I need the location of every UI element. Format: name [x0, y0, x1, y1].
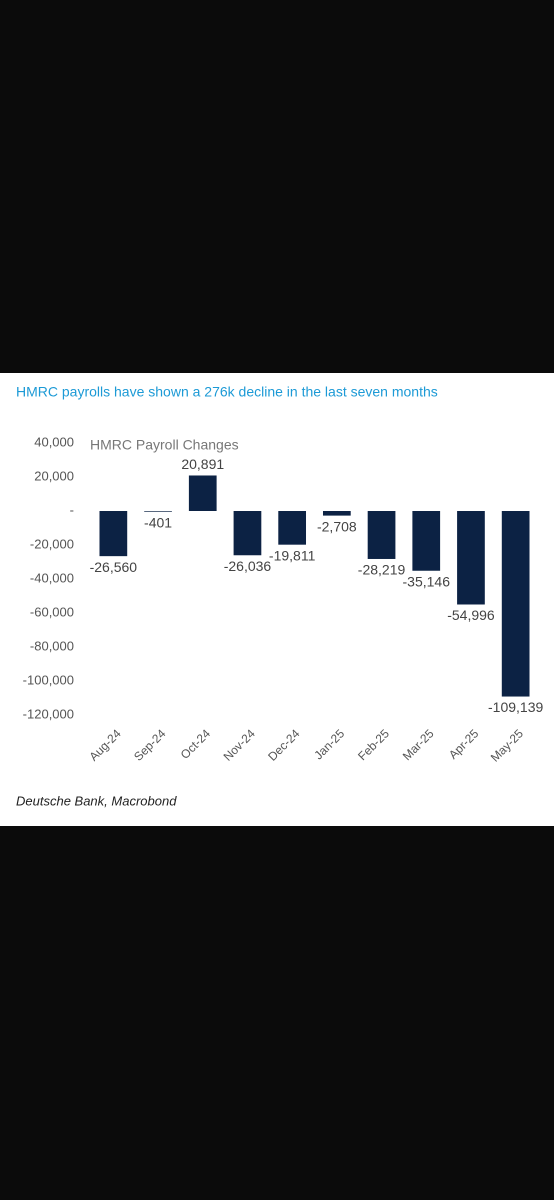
bar: [233, 511, 262, 556]
bar: [188, 475, 217, 511]
data-label: -109,139: [488, 699, 543, 715]
y-tick-label: -100,000: [23, 672, 74, 687]
data-label: -19,811: [269, 547, 316, 563]
bar: [457, 511, 485, 605]
y-tick-label: -40,000: [30, 570, 74, 585]
y-tick-label: -60,000: [30, 604, 74, 619]
y-tick-label: 20,000: [34, 468, 74, 483]
bar: [367, 511, 396, 559]
bar: [99, 511, 128, 557]
data-label: -26,036: [224, 558, 272, 574]
chart-title: HMRC Payroll Changes: [90, 437, 239, 453]
bar: [501, 511, 530, 697]
y-tick-label: -: [70, 502, 74, 517]
data-label: 20,891: [181, 456, 224, 472]
data-label: -28,219: [358, 562, 406, 578]
y-tick-label: -20,000: [30, 536, 74, 551]
data-label: -54,996: [447, 607, 495, 623]
bar: [412, 511, 441, 571]
y-tick-label: 40,000: [34, 434, 74, 449]
data-label: -401: [144, 514, 172, 530]
data-label: -2,708: [317, 518, 357, 534]
y-tick-label: -120,000: [23, 706, 74, 721]
source: Deutsche Bank, Macrobond: [16, 793, 177, 808]
bar: [278, 511, 307, 545]
data-label: -26,560: [90, 559, 138, 575]
caption: HMRC payrolls have shown a 276k decline …: [16, 384, 438, 400]
data-label: -35,146: [403, 573, 451, 589]
bar: [144, 511, 172, 512]
y-tick-label: -80,000: [30, 638, 74, 653]
bar: [322, 511, 351, 516]
